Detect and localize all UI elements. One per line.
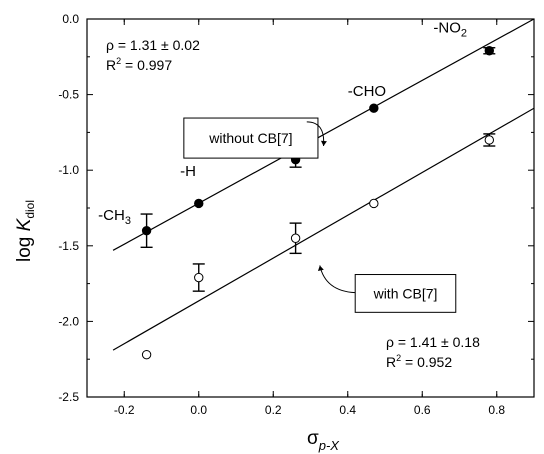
x-tick-label: 0.6: [414, 403, 431, 417]
data-point-series-2: [290, 233, 301, 243]
x-tick-label: 0.8: [488, 403, 505, 417]
data-point-series-2: [194, 272, 204, 283]
x-tick-label: 0.0: [190, 403, 207, 417]
y-tick-label: -0.5: [58, 88, 79, 102]
data-point-series-1: [369, 103, 379, 113]
x-axis-title-sub: p-X: [318, 438, 341, 453]
data-point-series-2: [484, 135, 494, 145]
y-tick-label: -2.0: [58, 314, 79, 328]
data-point-series-2: [369, 198, 379, 209]
data-point-series-1: [141, 225, 152, 236]
stats-r2-2: R2 = 0.952: [386, 353, 452, 370]
label-box-1: [183, 117, 319, 159]
y-tick-label: -1.0: [58, 163, 79, 177]
point-label: -CHO: [348, 83, 386, 100]
stats-rho-1: ρ = 1.31 ± 0.02: [106, 37, 200, 53]
y-tick-label: -2.5: [58, 390, 79, 404]
data-point-series-1: [484, 46, 494, 56]
data-point-series-1: [194, 198, 204, 209]
x-axis-title: σp-X: [307, 428, 340, 453]
y-axis-title-sub: diol: [23, 200, 37, 219]
label-arrowhead-1: [320, 140, 327, 147]
data-point-series-2: [141, 349, 152, 360]
x-tick-label: -0.2: [114, 403, 135, 417]
point-label: -CH3: [98, 207, 131, 227]
fit-line-series-2: [112, 107, 534, 351]
stats-rho-2: ρ = 1.41 ± 0.18: [386, 334, 480, 350]
point-label: -H: [180, 163, 196, 180]
x-tick-label: 0.4: [339, 403, 356, 417]
label-box-2: [354, 274, 457, 313]
y-tick-label: -1.5: [58, 239, 79, 253]
x-tick-label: 0.2: [265, 403, 282, 417]
label-arrowhead-2: [317, 265, 324, 271]
y-tick-label: 0.0: [62, 12, 79, 26]
label-box-text-2: with CB[7]: [373, 285, 438, 301]
label-arrow-2: [319, 265, 356, 294]
y-axis-title-k: K: [14, 217, 35, 231]
label-box-text-1: without CB[7]: [208, 130, 292, 146]
point-label: -NO2: [433, 20, 467, 40]
y-axis-title: log Kdiol: [14, 200, 37, 262]
stats-r2-1: R2 = 0.997: [106, 56, 172, 73]
